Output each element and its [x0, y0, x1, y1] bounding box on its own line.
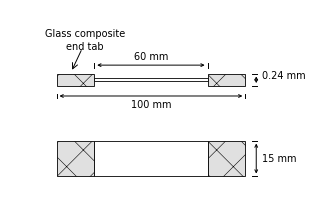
Bar [208, 74, 245, 86]
Text: 0.24 mm: 0.24 mm [262, 72, 306, 81]
Text: 60 mm: 60 mm [134, 51, 168, 62]
Bar [208, 141, 245, 176]
Bar [57, 141, 94, 176]
Text: Glass composite
end tab: Glass composite end tab [45, 29, 125, 52]
Bar [94, 141, 208, 176]
Text: 15 mm: 15 mm [262, 154, 297, 164]
Bar [94, 78, 208, 81]
Text: 100 mm: 100 mm [131, 100, 171, 110]
Bar [57, 74, 94, 86]
